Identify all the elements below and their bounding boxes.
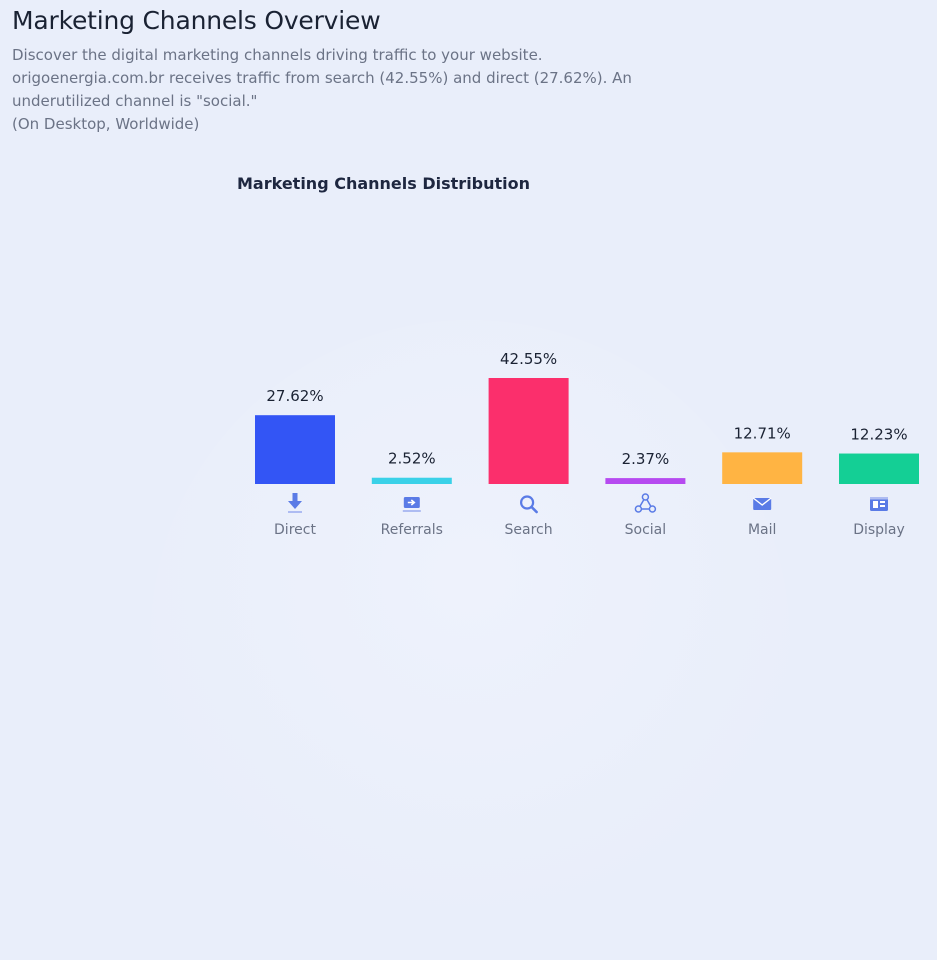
bar-value-label: 42.55%	[500, 350, 557, 368]
social-icon	[634, 493, 657, 513]
bar-social[interactable]	[605, 478, 686, 484]
search-icon	[519, 495, 538, 514]
referrals-icon	[402, 497, 421, 512]
chart-title: Marketing Channels Distribution	[237, 174, 531, 193]
category-label: Social	[625, 522, 667, 538]
category-label: Search	[505, 522, 553, 538]
description-line: underutilized channel is "social."	[12, 92, 258, 110]
description-line: origoenergia.com.br receives traffic fro…	[12, 69, 632, 87]
description-line: Discover the digital marketing channels …	[12, 46, 543, 64]
display-icon	[870, 497, 888, 511]
bar-value-label: 12.23%	[850, 426, 907, 444]
bar-display[interactable]	[839, 453, 919, 484]
bar-search[interactable]	[488, 378, 569, 484]
bar-referrals[interactable]	[371, 477, 452, 484]
bar-value-label: 2.37%	[622, 450, 670, 468]
category-label: Referrals	[381, 522, 443, 538]
page-title: Marketing Channels Overview	[12, 6, 381, 35]
category-label: Display	[853, 522, 905, 538]
page-description: Discover the digital marketing channels …	[12, 44, 632, 136]
bar-mail[interactable]	[722, 452, 803, 484]
category-label: Mail	[748, 522, 776, 538]
bar-direct[interactable]	[255, 415, 335, 484]
direct-arrow-icon	[288, 493, 302, 513]
category-label: Direct	[274, 522, 316, 538]
bar-value-label: 2.52%	[388, 450, 436, 468]
mail-icon	[752, 497, 772, 510]
description-line: (On Desktop, Worldwide)	[12, 115, 200, 133]
bar-value-label: 27.62%	[266, 387, 323, 405]
bar-value-label: 12.71%	[734, 424, 791, 442]
marketing-channels-chart: 27.62% Direct 2.52% Referrals 42.55% Search 2.…	[255, 350, 919, 538]
